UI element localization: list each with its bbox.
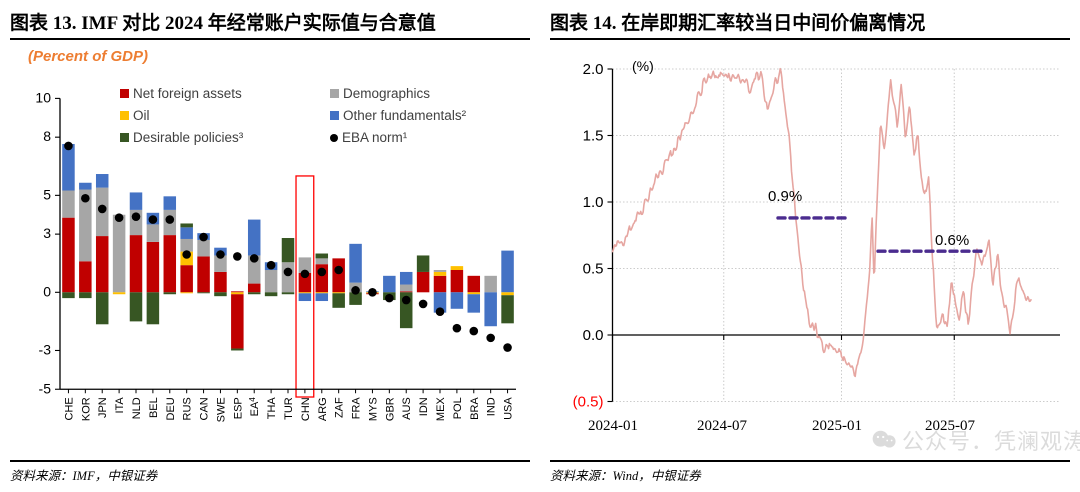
svg-text:EA4: EA4 xyxy=(248,397,261,417)
svg-text:(0.5): (0.5) xyxy=(573,394,604,411)
svg-text:CAN: CAN xyxy=(199,397,211,420)
svg-text:KOR: KOR xyxy=(80,397,92,421)
svg-text:MYS: MYS xyxy=(367,397,379,421)
svg-text:0.0: 0.0 xyxy=(583,327,604,344)
svg-text:DEU: DEU xyxy=(165,397,177,420)
svg-text:-5: -5 xyxy=(39,380,52,396)
svg-text:POL: POL xyxy=(452,397,464,419)
svg-text:CHE: CHE xyxy=(63,397,75,420)
svg-text:-3: -3 xyxy=(39,341,52,357)
svg-text:0.5: 0.5 xyxy=(583,261,604,278)
svg-text:IND: IND xyxy=(486,397,498,416)
svg-text:USA: USA xyxy=(503,397,515,420)
svg-text:8: 8 xyxy=(43,128,51,144)
svg-text:IDN: IDN xyxy=(418,397,430,416)
svg-text:1.0: 1.0 xyxy=(583,194,604,211)
svg-text:10: 10 xyxy=(35,89,51,105)
svg-text:CHN: CHN xyxy=(300,397,312,421)
svg-text:JPN: JPN xyxy=(97,397,109,418)
svg-text:RUS: RUS xyxy=(182,397,194,420)
svg-text:ARG: ARG xyxy=(317,397,329,421)
svg-text:ITA: ITA xyxy=(114,397,126,414)
svg-text:TUR: TUR xyxy=(283,397,295,420)
svg-text:ESP: ESP xyxy=(232,397,244,419)
svg-text:0: 0 xyxy=(43,283,51,299)
svg-text:BRA: BRA xyxy=(469,397,481,420)
svg-text:ZAF: ZAF xyxy=(334,397,346,418)
svg-text:2.0: 2.0 xyxy=(583,61,604,78)
svg-text:3: 3 xyxy=(43,225,51,241)
svg-text:MEX: MEX xyxy=(435,397,447,422)
svg-text:1.5: 1.5 xyxy=(583,128,604,145)
svg-text:FRA: FRA xyxy=(351,397,363,420)
svg-text:BEL: BEL xyxy=(148,397,160,418)
svg-text:THA: THA xyxy=(266,397,278,420)
svg-text:GBR: GBR xyxy=(384,397,396,421)
svg-text:SWE: SWE xyxy=(215,397,227,422)
svg-text:AUS: AUS xyxy=(401,397,413,420)
svg-text:NLD: NLD xyxy=(131,397,143,419)
svg-text:5: 5 xyxy=(43,186,51,202)
